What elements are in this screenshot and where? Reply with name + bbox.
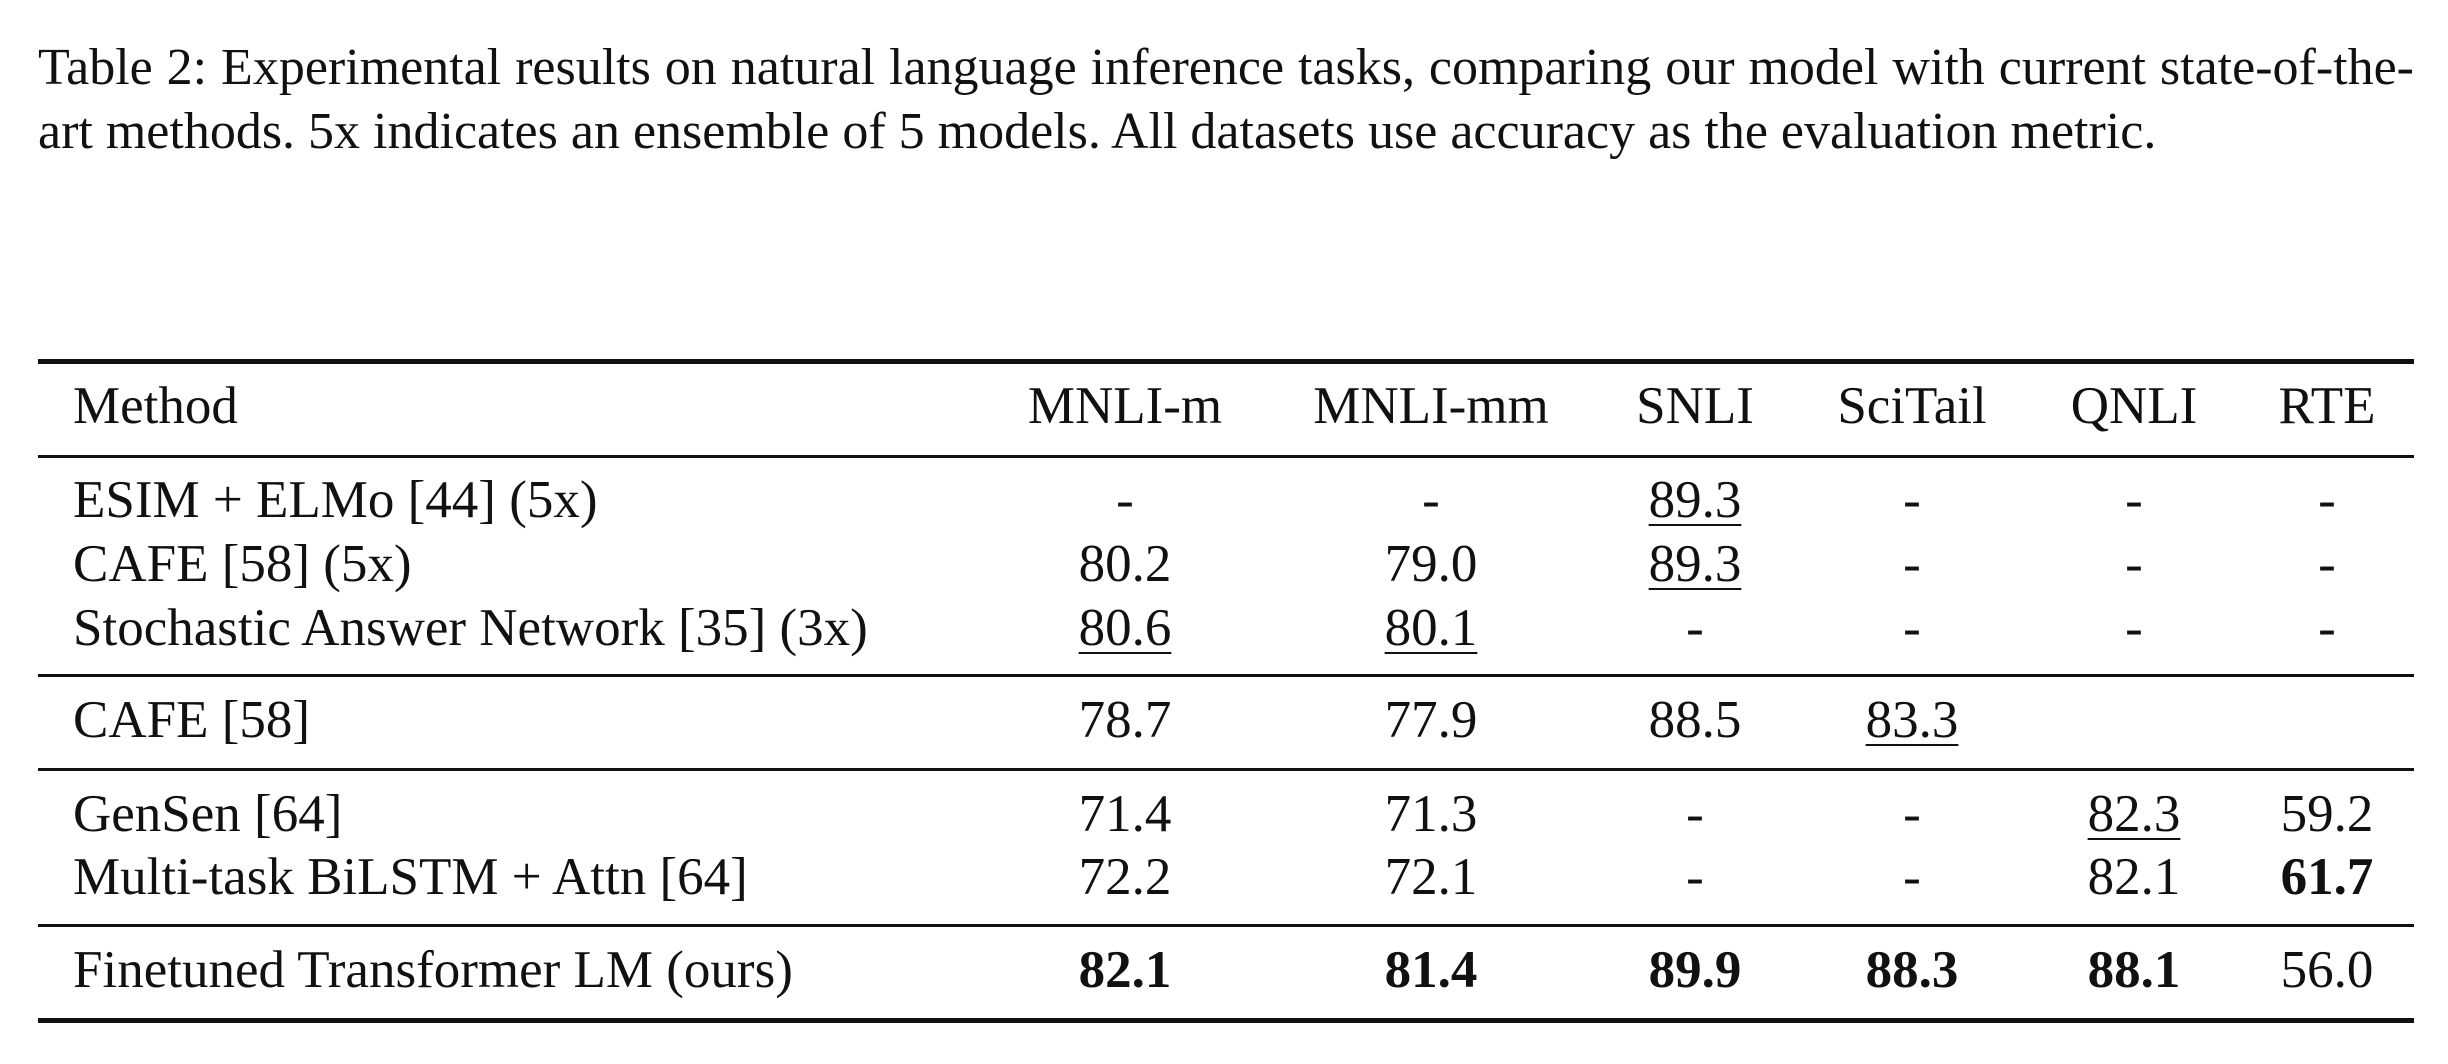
table-cell: 80.6 [1078, 599, 1172, 657]
column-header: MNLI-mm [1313, 377, 1549, 435]
column-header: Method [73, 377, 238, 435]
table-cell: - [1903, 535, 1921, 593]
table-cell: - [1116, 471, 1134, 529]
method-name: GenSen [64] [73, 785, 343, 843]
table-cell: - [2125, 599, 2143, 657]
table-cell: 82.3 [2087, 785, 2181, 843]
table-cell: 88.1 [2087, 941, 2181, 999]
table-cell: - [2318, 471, 2336, 529]
table-cell: 77.9 [1384, 691, 1478, 749]
table-cell: - [1903, 848, 1921, 906]
table-cell: - [1903, 599, 1921, 657]
table-cell: 82.1 [2087, 848, 2181, 906]
table-cell: 81.4 [1384, 941, 1478, 999]
table-cell: 89.3 [1648, 471, 1742, 529]
table-rule [38, 767, 2414, 771]
table-rule [38, 923, 2414, 927]
table-cell: 88.3 [1865, 941, 1959, 999]
table-cell: 89.9 [1648, 941, 1742, 999]
table-cell: 78.7 [1078, 691, 1172, 749]
table-cell: 89.3 [1648, 535, 1742, 593]
table-cell: 79.0 [1384, 535, 1478, 593]
table-cell: 71.4 [1078, 785, 1172, 843]
method-name: Stochastic Answer Network [35] (3x) [73, 599, 868, 657]
column-header: RTE [2278, 377, 2376, 435]
table-rule [38, 673, 2414, 677]
table-rule [38, 1017, 2414, 1023]
table-cell: - [1686, 848, 1704, 906]
table-rule [38, 454, 2414, 458]
table-cell: 88.5 [1648, 691, 1742, 749]
method-name: Multi-task BiLSTM + Attn [64] [73, 848, 748, 906]
column-header: SciTail [1837, 377, 1987, 435]
method-name: ESIM + ELMo [44] (5x) [73, 471, 598, 529]
table-cell: 82.1 [1078, 941, 1172, 999]
table-cell: - [2125, 471, 2143, 529]
table-cell: 72.2 [1078, 848, 1172, 906]
table-cell: 56.0 [2280, 941, 2374, 999]
table-cell: - [2318, 535, 2336, 593]
table-caption: Table 2: Experimental results on natural… [38, 39, 2414, 160]
column-header: SNLI [1636, 377, 1754, 435]
table-cell: - [2318, 599, 2336, 657]
table-cell: 72.1 [1384, 848, 1478, 906]
column-header: QNLI [2070, 377, 2198, 435]
table-cell: - [1686, 599, 1704, 657]
table-cell: - [1422, 471, 1440, 529]
method-name: CAFE [58] [73, 691, 311, 749]
table-cell: - [1903, 785, 1921, 843]
table-cell: 59.2 [2280, 785, 2374, 843]
table-cell: 61.7 [2280, 848, 2374, 906]
table-cell: 80.2 [1078, 535, 1172, 593]
method-name: CAFE [58] (5x) [73, 535, 412, 593]
method-name: Finetuned Transformer LM (ours) [73, 941, 793, 999]
table-rule [38, 358, 2414, 364]
table-cell: - [2125, 535, 2143, 593]
table-cell: 71.3 [1384, 785, 1478, 843]
table-cell: - [1686, 785, 1704, 843]
column-header: MNLI-m [1027, 377, 1223, 435]
table-cell: 83.3 [1865, 691, 1959, 749]
table-cell: 80.1 [1384, 599, 1478, 657]
table-cell: - [1903, 471, 1921, 529]
